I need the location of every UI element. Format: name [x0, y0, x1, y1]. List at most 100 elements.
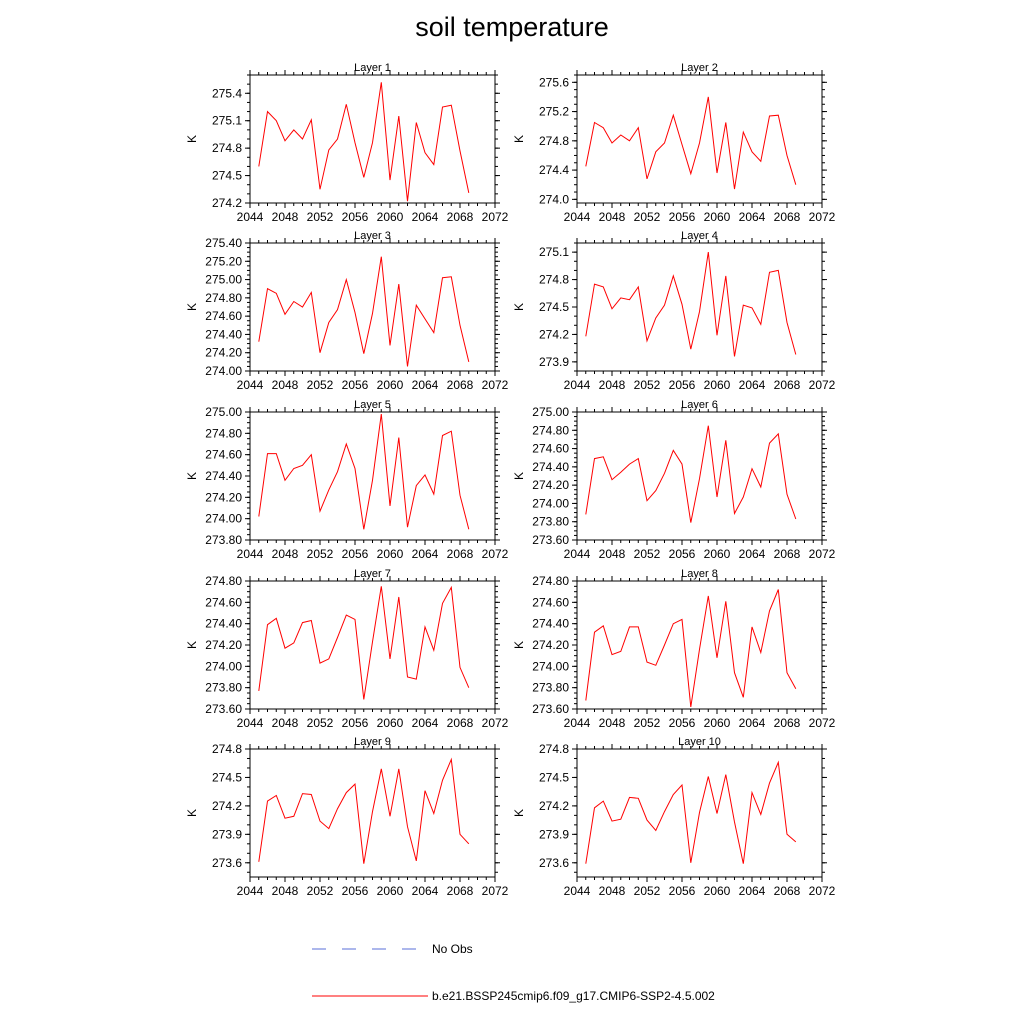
panel-4-title: Layer 4: [681, 230, 718, 242]
panel-6-ytick-label: 275.00: [532, 405, 569, 419]
panel-3-xtick-label: 2068: [447, 378, 474, 392]
panel-8-ytick-label: 274.00: [532, 659, 569, 673]
panel-9-xtick-label: 2060: [377, 884, 404, 898]
legend-model-label: b.e21.BSSP245cmip6.f09_g17.CMIP6-SSP2-4.…: [432, 989, 715, 1003]
panel-9-xtick-label: 2064: [412, 884, 439, 898]
panel-8-xtick-label: 2072: [809, 716, 836, 730]
panel-5-ylabel: K: [185, 472, 199, 480]
panel-6-xtick-label: 2048: [599, 547, 626, 561]
panel-3-xtick-label: 2060: [377, 378, 404, 392]
panel-1-ytick-label: 275.4: [212, 86, 242, 100]
panel-9-ytick-label: 274.2: [212, 799, 242, 813]
panel-5-ytick-label: 274.00: [205, 512, 242, 526]
panel-6-ytick-label: 273.80: [532, 515, 569, 529]
panel-7-xtick-label: 2044: [237, 716, 264, 730]
panel-8-ytick-label: 273.80: [532, 681, 569, 695]
panel-9-ytick-label: 274.5: [212, 770, 242, 784]
panel-3-ytick-label: 274.20: [205, 346, 242, 360]
panel-1-xtick-label: 2044: [237, 210, 264, 224]
panel-2-xtick-label: 2052: [634, 210, 661, 224]
panel-4-ytick-label: 273.9: [539, 355, 569, 369]
panel-10-xtick-label: 2060: [704, 884, 731, 898]
panel-9-ylabel: K: [185, 809, 199, 817]
panel-2-xtick-label: 2068: [774, 210, 801, 224]
panel-7-ylabel: K: [185, 641, 199, 649]
panel-2-ytick-label: 274.0: [539, 192, 569, 206]
panel-10-xtick-label: 2052: [634, 884, 661, 898]
panel-5-frame: [249, 411, 496, 541]
panel-3-ytick-label: 275.00: [205, 273, 242, 287]
panel-10-series-line: [585, 760, 797, 864]
panel-5-ytick-label: 275.00: [205, 405, 242, 419]
panel-3-xtick-label: 2048: [272, 378, 299, 392]
panel-7-ytick-label: 274.00: [205, 659, 242, 673]
panel-2-xtick-label: 2060: [704, 210, 731, 224]
panel-10-ytick-label: 274.8: [539, 742, 569, 756]
panel-5-ytick-label: 274.60: [205, 448, 242, 462]
panel-3-xtick-label: 2044: [237, 378, 264, 392]
panel-7-xtick-label: 2056: [342, 716, 369, 730]
panel-4-ytick-label: 274.5: [539, 300, 569, 314]
panel-4-xtick-label: 2064: [739, 378, 766, 392]
panel-3-ytick-label: 274.00: [205, 364, 242, 378]
panel-8-series-line: [585, 589, 797, 707]
panel-6-xtick-label: 2068: [774, 547, 801, 561]
panel-4-series-line: [585, 252, 797, 357]
legend-obs-label: No Obs: [432, 942, 473, 956]
panel-10-ytick-label: 273.6: [539, 856, 569, 870]
panel-6-ytick-label: 274.80: [532, 423, 569, 437]
panel-10-xtick-label: 2044: [564, 884, 591, 898]
panel-3-xtick-label: 2072: [482, 378, 509, 392]
panel-1-ytick-label: 275.1: [212, 114, 242, 128]
panel-1-xtick-label: 2052: [307, 210, 334, 224]
panel-1-xtick-label: 2048: [272, 210, 299, 224]
panel-7-ytick-label: 273.80: [205, 681, 242, 695]
panel-1-title: Layer 1: [354, 62, 391, 74]
panel-5-ytick-label: 274.80: [205, 426, 242, 440]
panel-6-series-line: [585, 425, 797, 523]
panel-9-xtick-label: 2048: [272, 884, 299, 898]
panel-4-xtick-label: 2056: [669, 378, 696, 392]
panel-2-ytick-label: 275.6: [539, 75, 569, 89]
panel-8-xtick-label: 2060: [704, 716, 731, 730]
panel-6-xtick-label: 2056: [669, 547, 696, 561]
panel-10-ytick-label: 273.9: [539, 827, 569, 841]
panel-4-ylabel: K: [512, 303, 526, 311]
panel-5-series-line: [258, 414, 470, 530]
panel-8-xtick-label: 2056: [669, 716, 696, 730]
panel-6-xtick-label: 2060: [704, 547, 731, 561]
panel-8-ytick-label: 273.60: [532, 702, 569, 716]
panel-5-xtick-label: 2064: [412, 547, 439, 561]
panel-7-ytick-label: 274.60: [205, 595, 242, 609]
panel-3-ytick-label: 275.40: [205, 236, 242, 250]
panel-9-xtick-label: 2056: [342, 884, 369, 898]
panel-1-ytick-label: 274.8: [212, 141, 242, 155]
panel-9-xtick-label: 2068: [447, 884, 474, 898]
panel-5-xtick-label: 2048: [272, 547, 299, 561]
panel-5-ytick-label: 274.40: [205, 469, 242, 483]
figure-title: soil temperature: [415, 12, 609, 42]
panel-2-ytick-label: 275.2: [539, 105, 569, 119]
panel-7-xtick-label: 2060: [377, 716, 404, 730]
panel-7-series-line: [258, 585, 470, 700]
panel-1-xtick-label: 2068: [447, 210, 474, 224]
panel-10-xtick-label: 2068: [774, 884, 801, 898]
panel-10-ylabel: K: [512, 809, 526, 817]
panel-8-ytick-label: 274.40: [532, 617, 569, 631]
panel-4-xtick-label: 2052: [634, 378, 661, 392]
panel-7-ytick-label: 274.40: [205, 617, 242, 631]
panel-6-ytick-label: 274.40: [532, 460, 569, 474]
panel-4-xtick-label: 2060: [704, 378, 731, 392]
panel-3-title: Layer 3: [354, 230, 391, 242]
panel-7-ytick-label: 274.20: [205, 638, 242, 652]
panel-2-title: Layer 2: [681, 62, 718, 74]
panel-9-ytick-label: 274.8: [212, 742, 242, 756]
panel-3-ytick-label: 274.80: [205, 291, 242, 305]
panel-7-xtick-label: 2068: [447, 716, 474, 730]
panel-3-ytick-label: 274.60: [205, 309, 242, 323]
panel-8-ylabel: K: [512, 641, 526, 649]
panel-5-ytick-label: 274.20: [205, 490, 242, 504]
panel-2-ylabel: K: [512, 135, 526, 143]
panel-2-ytick-label: 274.8: [539, 134, 569, 148]
panel-6-xtick-label: 2052: [634, 547, 661, 561]
